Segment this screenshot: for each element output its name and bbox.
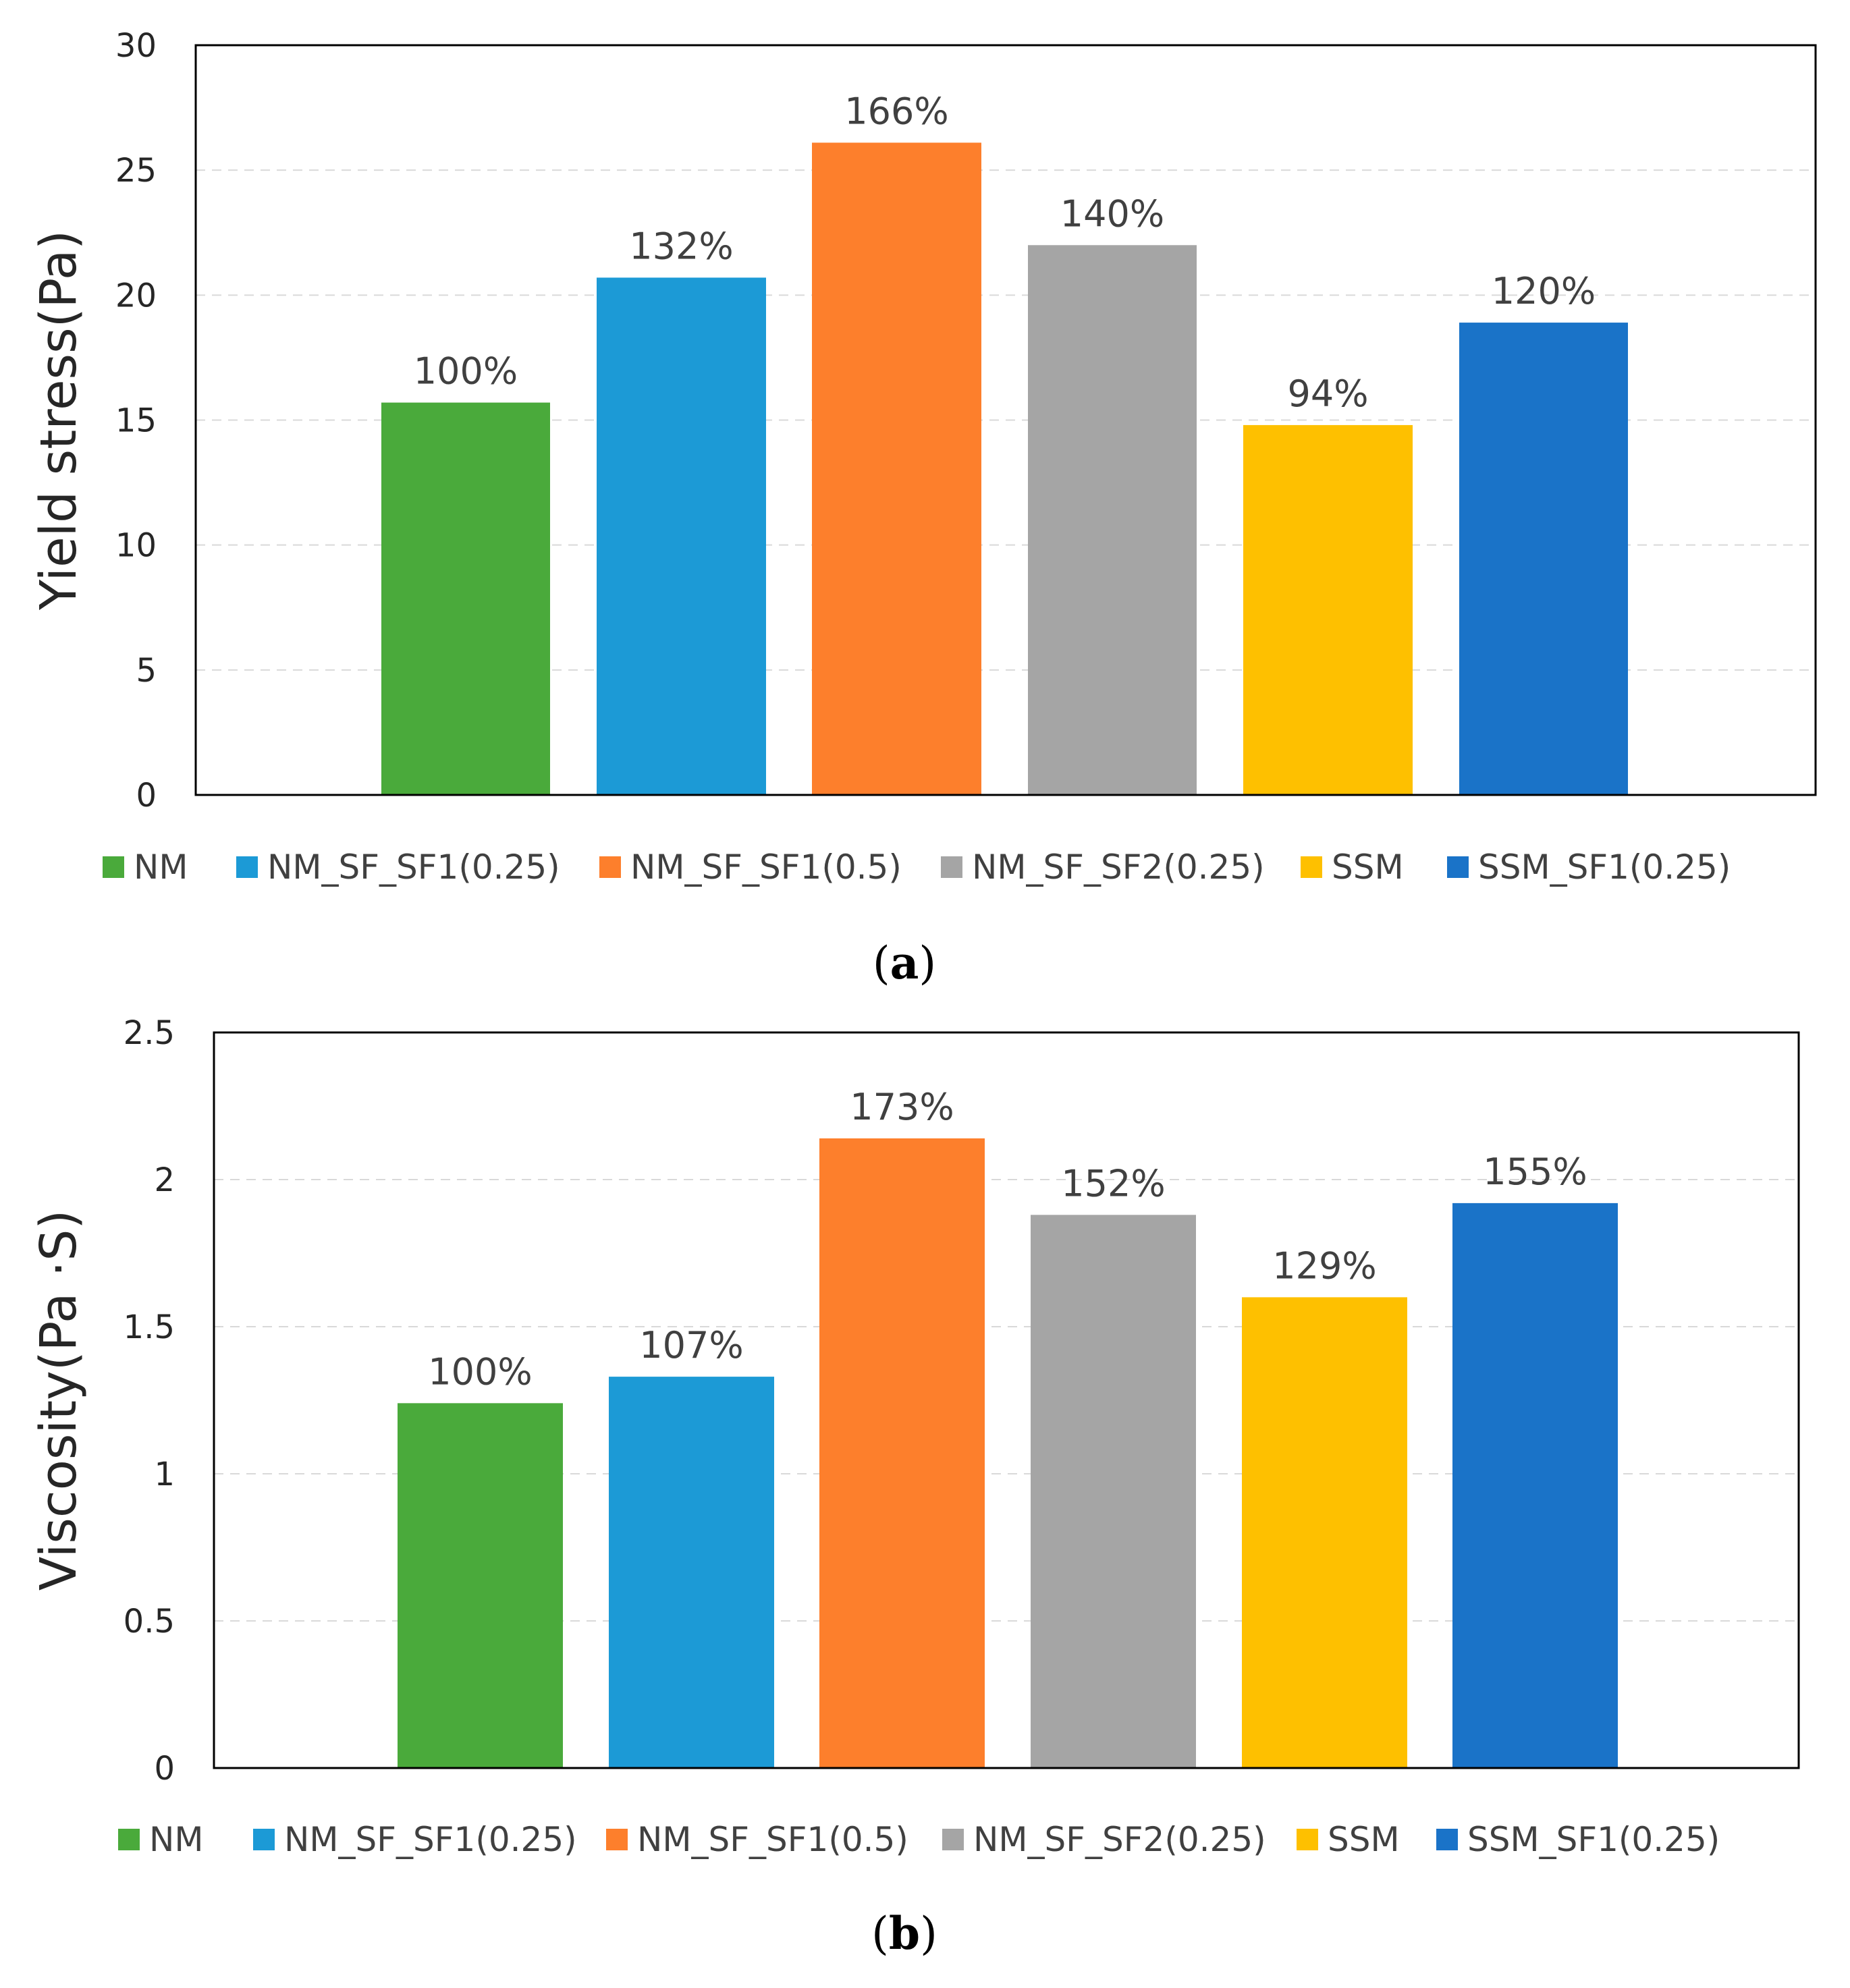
chart-a-legend-label-4: NM_SF_SF2(0.25) — [972, 848, 1265, 887]
chart-b-bar-3 — [819, 1138, 985, 1768]
chart-b-bar-6 — [1452, 1203, 1618, 1768]
chart-a-legend-swatch-3 — [599, 856, 621, 878]
chart-b-bar-2 — [609, 1377, 774, 1768]
chart-b-data-label-2: 107% — [639, 1324, 743, 1366]
chart-a-data-label-1: 100% — [414, 350, 518, 393]
chart-b-plot-frame — [213, 1031, 1800, 1769]
chart-b-legend-swatch-3 — [606, 1829, 628, 1850]
chart-b-ytick-label-2: 1 — [154, 1456, 175, 1493]
chart-a-bar-3 — [812, 142, 981, 795]
chart-b-legend-label-2: NM_SF_SF1(0.25) — [284, 1820, 577, 1859]
chart-b-legend-swatch-2 — [253, 1829, 275, 1850]
chart-b-data-label-6: 155% — [1483, 1151, 1587, 1193]
chart-a-caption-close: ) — [919, 937, 936, 989]
chart-a-legend-label-2: NM_SF_SF1(0.25) — [267, 848, 560, 887]
chart-a-ytick-label-0: 0 — [136, 777, 157, 814]
chart-a-legend-label-6: SSM_SF1(0.25) — [1478, 848, 1731, 887]
chart-b-ytick-label-5: 2.5 — [124, 1014, 175, 1052]
chart-a-data-label-4: 140% — [1060, 192, 1164, 235]
chart-a-bar-5 — [1243, 424, 1413, 795]
chart-b-ytick-label-4: 2 — [154, 1161, 175, 1199]
chart-a-bar-6 — [1459, 323, 1628, 795]
chart-a-ytick-label-1: 5 — [136, 652, 157, 690]
chart-a-data-label-3: 166% — [844, 90, 948, 132]
chart-a-legend-swatch-1 — [103, 856, 124, 878]
chart-a-ytick-label-6: 30 — [115, 27, 157, 65]
chart-b-legend-swatch-4 — [942, 1829, 964, 1850]
chart-a-ytick-label-5: 25 — [115, 152, 157, 190]
chart-a-legend-swatch-5 — [1301, 856, 1322, 878]
chart-b-legend-swatch-6 — [1436, 1829, 1458, 1850]
chart-b-legend-swatch-1 — [118, 1829, 140, 1850]
chart-b-legend-swatch-5 — [1297, 1829, 1318, 1850]
chart-a-ytick-label-2: 10 — [115, 527, 157, 565]
chart-a-bar-4 — [1028, 245, 1197, 795]
chart-a-plot-frame — [194, 44, 1817, 796]
chart-b-data-label-3: 173% — [850, 1086, 954, 1128]
chart-a-legend: NM NM_SF_SF1(0.25) NM_SF_SF1(0.5) NM_SF_SF2… — [103, 848, 1731, 887]
chart-a-legend-swatch-6 — [1447, 856, 1469, 878]
chart-a-legend-label-5: SSM — [1332, 848, 1404, 887]
chart-a-data-label-2: 132% — [629, 225, 733, 267]
chart-a-legend-label-3: NM_SF_SF1(0.5) — [630, 848, 902, 887]
chart-b-caption-open: ( — [871, 1908, 889, 1960]
chart-a-y-axis-label: Yield stress(Pa) — [30, 230, 88, 611]
chart-a-caption-open: ( — [873, 937, 890, 989]
chart-a-legend-swatch-2 — [236, 856, 258, 878]
chart-a-caption-letter: a — [890, 937, 919, 989]
chart-a-legend-label-1: NM — [134, 848, 188, 887]
chart-b-ytick-label-0: 0 — [154, 1750, 175, 1788]
chart-b-bar-4 — [1031, 1215, 1196, 1768]
chart-a-bar-2 — [597, 277, 766, 795]
chart-b-legend-label-3: NM_SF_SF1(0.5) — [637, 1820, 908, 1859]
chart-b-y-axis-label: Viscosity(Pa ·S) — [30, 1210, 88, 1591]
chart-a-data-label-5: 94% — [1287, 372, 1368, 415]
chart-b-caption-letter: b — [889, 1907, 920, 1960]
chart-b-ytick-label-3: 1.5 — [124, 1308, 175, 1346]
chart-a-ytick-label-3: 15 — [115, 402, 157, 440]
chart-b-ytick-label-1: 0.5 — [124, 1603, 175, 1640]
chart-a-ytick-label-4: 20 — [115, 277, 157, 314]
chart-b-caption-close: ) — [920, 1908, 937, 1960]
chart-a-legend-swatch-4 — [941, 856, 962, 878]
chart-b-data-label-4: 152% — [1061, 1162, 1165, 1205]
chart-b-bar-1 — [398, 1403, 563, 1768]
chart-a: 100% 132% 166% 140% 94% 120% 0 5 10 15 20 25 30 Yield… — [30, 27, 1817, 989]
chart-b-legend-label-5: SSM — [1328, 1820, 1400, 1859]
chart-b-legend-label-1: NM — [149, 1820, 204, 1859]
chart-a-data-label-6: 120% — [1492, 270, 1596, 312]
chart-a-caption: (a) — [873, 937, 936, 989]
chart-b-bar-5 — [1242, 1297, 1407, 1768]
chart-a-bar-1 — [381, 402, 550, 795]
chart-b-caption: (b) — [871, 1907, 937, 1960]
chart-b-legend: NM NM_SF_SF1(0.25) NM_SF_SF1(0.5) NM_SF_SF2… — [118, 1820, 1720, 1859]
chart-b-legend-label-4: NM_SF_SF2(0.25) — [973, 1820, 1266, 1859]
chart-b-data-label-5: 129% — [1272, 1244, 1376, 1287]
chart-b-legend-label-6: SSM_SF1(0.25) — [1467, 1820, 1720, 1859]
chart-b-data-label-1: 100% — [428, 1350, 532, 1393]
chart-b: 100% 107% 173% 152% 129% 155% 0 0.5 1 1.5 2 2.5 Visc… — [30, 1014, 1800, 1960]
